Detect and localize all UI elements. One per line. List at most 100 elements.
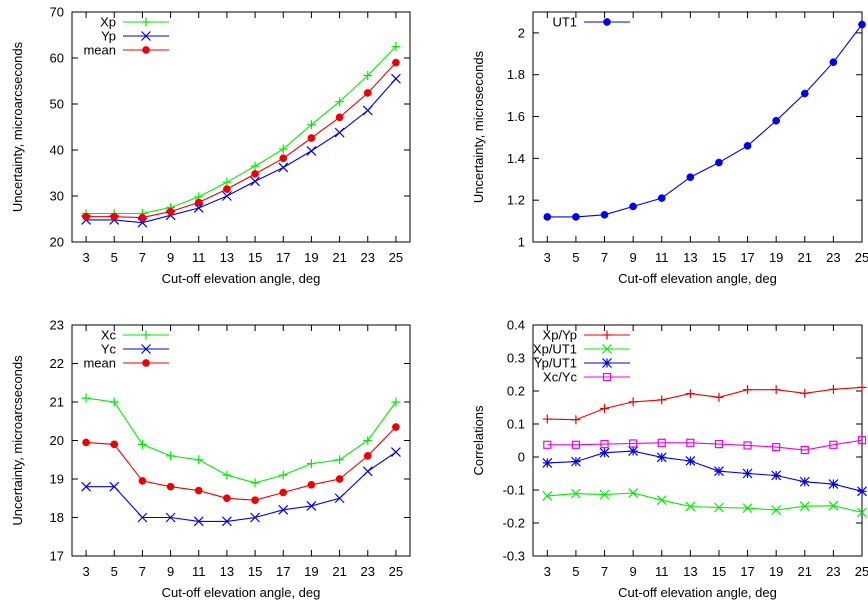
y-tick-label: 0.4 <box>507 318 525 333</box>
data-point <box>392 423 400 431</box>
x-tick-label: 11 <box>192 564 206 579</box>
data-point <box>222 177 232 187</box>
data-point <box>223 185 231 193</box>
x-tick-label: 7 <box>601 564 608 579</box>
data-point <box>222 470 232 480</box>
legend-label: mean <box>83 356 116 371</box>
series-yp <box>81 73 401 228</box>
data-point <box>335 475 344 483</box>
series-line <box>547 439 863 451</box>
x-tick-label: 23 <box>826 250 840 265</box>
series-xp <box>81 42 401 218</box>
data-point <box>334 127 345 138</box>
data-point <box>278 162 289 173</box>
plot-frame <box>71 324 411 557</box>
data-point <box>390 73 401 84</box>
y-tick-label: 2 <box>518 25 525 40</box>
data-point <box>137 512 148 523</box>
data-point <box>829 58 838 67</box>
x-tick-label: 15 <box>248 250 262 265</box>
y-tick-label: 19 <box>50 472 64 487</box>
data-point <box>685 456 696 466</box>
x-tick-label: 7 <box>139 250 146 265</box>
x-tick-label: 13 <box>683 250 697 265</box>
legend-marker <box>602 344 612 354</box>
series-line <box>86 397 397 484</box>
y-tick-label: -0.3 <box>503 549 525 564</box>
data-point <box>392 58 400 67</box>
data-point <box>363 452 372 460</box>
data-point <box>390 447 401 457</box>
series-line <box>547 492 863 513</box>
data-point <box>542 414 552 424</box>
data-point <box>629 439 638 448</box>
data-point <box>714 502 724 513</box>
data-point <box>138 477 147 485</box>
series-xc <box>81 393 401 488</box>
data-point <box>543 440 552 449</box>
legend-label: Yp/UT1 <box>534 356 577 371</box>
data-point <box>543 213 552 221</box>
data-point <box>166 451 176 461</box>
y-tick-label: 20 <box>50 235 64 250</box>
data-point <box>714 392 724 402</box>
data-point <box>628 446 639 456</box>
data-point <box>685 389 695 399</box>
data-point <box>657 194 666 202</box>
data-point <box>656 452 667 463</box>
series-line <box>86 426 397 501</box>
y-tick-label: 0.2 <box>507 384 525 399</box>
data-point <box>306 145 317 156</box>
data-point <box>829 440 838 449</box>
x-tick-label: 25 <box>855 564 868 579</box>
data-point <box>194 198 203 207</box>
data-point <box>110 212 119 221</box>
x-tick-label: 23 <box>361 564 375 579</box>
data-point <box>799 476 810 487</box>
legend-label: UT1 <box>552 15 577 30</box>
series-line <box>547 24 863 218</box>
legend-label: Yp <box>101 29 116 44</box>
data-point <box>772 443 781 452</box>
data-point <box>743 141 752 150</box>
y-tick-label: 0 <box>518 450 525 465</box>
data-point <box>828 500 839 511</box>
data-point <box>628 488 639 498</box>
data-point <box>771 470 782 481</box>
data-point <box>857 382 867 392</box>
x-tick-label: 5 <box>572 250 579 265</box>
data-point <box>570 456 581 467</box>
data-point <box>193 203 204 213</box>
y-tick-label: 18 <box>50 510 64 525</box>
data-point <box>715 158 723 167</box>
data-point <box>335 455 345 465</box>
data-point <box>828 479 839 489</box>
data-point <box>685 501 696 512</box>
data-point <box>742 468 753 479</box>
data-point <box>743 385 753 395</box>
x-tick-label: 13 <box>220 564 234 579</box>
data-point <box>391 397 401 407</box>
data-point <box>250 512 261 523</box>
data-point <box>221 191 232 201</box>
series-xc-yc <box>543 436 867 455</box>
data-point <box>307 480 316 489</box>
series-mean <box>82 423 400 505</box>
x-tick-label: 7 <box>601 250 608 265</box>
x-axis-label: Cut-off elevation angle, deg <box>162 585 321 600</box>
data-point <box>306 120 316 130</box>
y-tick-label: -0.2 <box>503 516 525 531</box>
x-tick-label: 17 <box>740 250 754 265</box>
data-point <box>194 455 204 465</box>
x-axis-label: Cut-off elevation angle, deg <box>618 271 777 286</box>
data-point <box>250 478 260 488</box>
y-tick-label: 0.3 <box>507 351 525 366</box>
data-point <box>194 486 203 495</box>
data-point <box>771 505 782 516</box>
x-tick-label: 17 <box>276 250 290 265</box>
x-tick-label: 9 <box>167 564 174 579</box>
data-point <box>81 393 91 403</box>
data-point <box>278 504 289 515</box>
x-tick-label: 21 <box>332 564 346 579</box>
